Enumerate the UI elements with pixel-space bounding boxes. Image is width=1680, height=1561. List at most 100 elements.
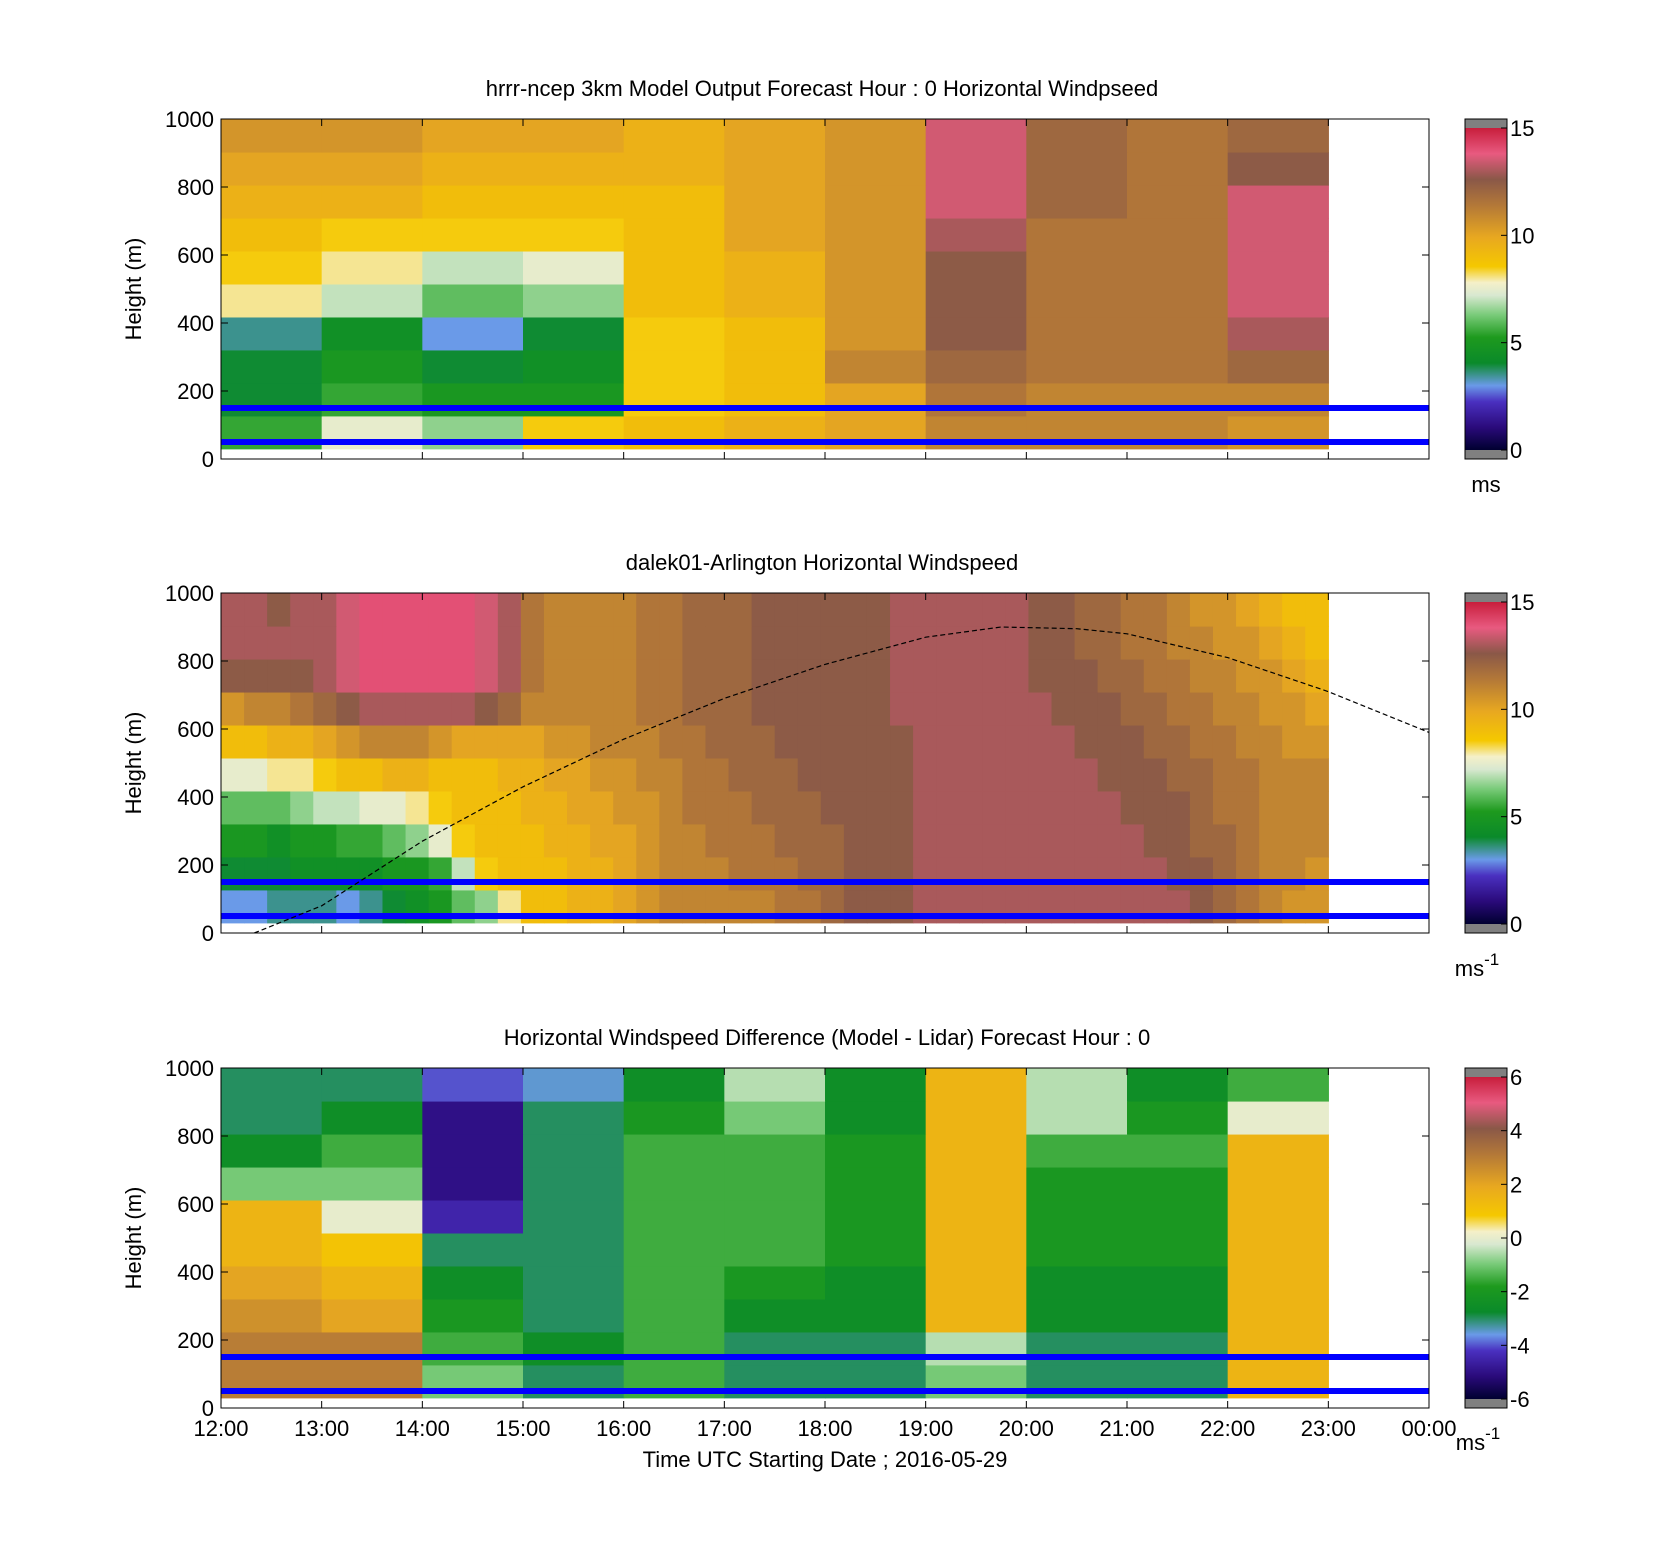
heatmap-cell [724, 382, 826, 417]
heatmap-cell [959, 658, 983, 693]
heatmap-cell [636, 593, 660, 627]
heatmap-cell [1127, 250, 1229, 285]
heatmap-cell [422, 184, 524, 219]
heatmap-cell [313, 691, 337, 726]
heatmap-cell [336, 823, 361, 858]
heatmap-cell [724, 184, 826, 219]
heatmap-cell [925, 316, 1027, 351]
heatmap-cell [1259, 593, 1283, 627]
heatmap-cell [936, 658, 960, 693]
heatmap-cell [221, 382, 323, 417]
heatmap-cell [1051, 658, 1076, 693]
heatmap-cell [359, 823, 384, 858]
heatmap-cell [244, 625, 268, 660]
heatmap-cell [613, 823, 637, 858]
heatmap-cell [1259, 757, 1283, 792]
heatmap-cell [1028, 724, 1053, 759]
x-tick-label: 00:00 [1401, 1416, 1456, 1441]
heatmap-cell [321, 382, 423, 417]
y-tick-label: 0 [202, 1396, 214, 1421]
heatmap-cell [221, 757, 245, 792]
heatmap-cell [1127, 1265, 1229, 1300]
heatmap-cell [925, 151, 1027, 186]
heatmap-cell [1236, 757, 1260, 792]
heatmap-cell [382, 856, 407, 891]
heatmap-cell [405, 593, 430, 627]
heatmap-cell [451, 856, 476, 891]
heatmap-cell [321, 1199, 423, 1234]
heatmap-cell [336, 790, 361, 825]
heatmap-cell [1005, 625, 1030, 660]
heatmap-cell [313, 757, 337, 792]
heatmap-cell [1127, 184, 1229, 219]
heatmap-cell [825, 1265, 927, 1300]
x-tick-label: 16:00 [596, 1416, 651, 1441]
heatmap-cell [623, 217, 725, 252]
x-tick-label: 22:00 [1200, 1416, 1255, 1441]
heatmap-cell [1074, 724, 1099, 759]
heatmap-cell [1227, 283, 1329, 318]
heatmap-cell [520, 823, 545, 858]
heatmap-cell [543, 757, 568, 792]
heatmap-cell [221, 1232, 323, 1267]
heatmap-cell [623, 1298, 725, 1333]
heatmap-cell [267, 856, 291, 891]
heatmap-cell [1227, 119, 1329, 153]
heatmap-cell [1120, 691, 1145, 726]
heatmap-cell [925, 1331, 1027, 1366]
heatmap-cell [523, 1265, 625, 1300]
heatmap-cell [959, 757, 983, 792]
heatmap-cell [405, 757, 430, 792]
colorbar-tick-label: 2 [1510, 1172, 1522, 1197]
heatmap-cell [623, 382, 725, 417]
heatmap-cell [613, 625, 637, 660]
heatmap-cell [825, 1133, 927, 1168]
heatmap-cell [820, 724, 845, 759]
heatmap-cell [890, 625, 914, 660]
y-tick-label: 400 [177, 311, 214, 336]
heatmap-cell [422, 1100, 524, 1135]
heatmap-cell [244, 856, 268, 891]
heatmap-cell [1097, 757, 1122, 792]
heatmap-cell [913, 691, 937, 726]
heatmap-cell [382, 658, 407, 693]
heatmap-cell [682, 658, 707, 693]
x-tick-label: 19:00 [898, 1416, 953, 1441]
heatmap-cell [1259, 691, 1283, 726]
heatmap-cell [982, 593, 1006, 627]
heatmap-cell [1143, 593, 1168, 627]
heatmap-cell [705, 823, 730, 858]
heatmap-cell [623, 349, 725, 384]
heatmap-cell [843, 724, 868, 759]
heatmap-cell [523, 119, 625, 153]
heatmap-cell [1305, 757, 1329, 792]
heatmap-cell [221, 1166, 323, 1201]
heatmap-cell [936, 625, 960, 660]
heatmap-cell [1074, 856, 1099, 891]
panel-3: Horizontal Windspeed Difference (Model -… [121, 1025, 1530, 1472]
heatmap-cell [613, 790, 637, 825]
heatmap-cell [1097, 625, 1122, 660]
heatmap-cell [1305, 790, 1329, 825]
panel-3-title: Horizontal Windspeed Difference (Model -… [504, 1025, 1150, 1050]
heatmap-cell [936, 757, 960, 792]
heatmap-cell [659, 790, 683, 825]
heatmap-cell [728, 658, 753, 693]
heatmap-cell [982, 790, 1006, 825]
heatmap-cell [422, 1298, 524, 1333]
heatmap-cell [913, 625, 937, 660]
heatmap-cell [474, 658, 499, 693]
heatmap-cell [1026, 1265, 1128, 1300]
panel-1-colorbar-frame [1464, 118, 1508, 460]
heatmap-cell [866, 658, 891, 693]
panel-2-colorbar: 0 5 10 15 ms-1 [1455, 590, 1535, 981]
heatmap-cell [590, 625, 614, 660]
heatmap-cell [221, 1298, 323, 1333]
heatmap-cell [659, 724, 683, 759]
heatmap-cell [1282, 691, 1306, 726]
heatmap-cell [728, 593, 753, 627]
heatmap-cell [843, 625, 868, 660]
heatmap-cell [1212, 658, 1237, 693]
panel-3-colorbar-top-cap [1465, 1068, 1507, 1077]
y-tick-label: 800 [177, 175, 214, 200]
